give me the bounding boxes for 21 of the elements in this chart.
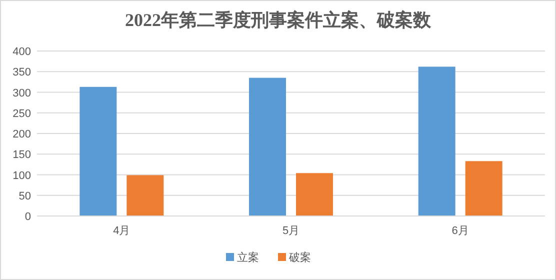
chart-title: 2022年第二季度刑事案件立案、破案数 — [125, 10, 432, 30]
y-tick-label: 400 — [12, 46, 31, 58]
y-tick-label: 100 — [12, 170, 31, 182]
y-tick-label: 50 — [18, 190, 31, 202]
y-tick-label: 350 — [12, 66, 31, 79]
y-tick-label: 250 — [12, 108, 31, 120]
legend-label: 立案 — [237, 251, 259, 264]
x-tick-label: 6月 — [452, 225, 469, 237]
y-tick-label: 300 — [12, 87, 31, 100]
bar — [418, 66, 456, 216]
y-tick-label: 200 — [12, 128, 31, 140]
bar — [296, 173, 333, 216]
x-tick-label: 5月 — [282, 225, 300, 237]
x-tick-label: 4月 — [113, 225, 130, 237]
y-tick-label: 0 — [24, 211, 31, 223]
bar — [126, 175, 164, 216]
y-tick-label: 150 — [12, 149, 31, 162]
bar — [465, 161, 502, 216]
bar — [249, 78, 286, 216]
bar — [80, 86, 117, 216]
legend-label: 破案 — [288, 251, 311, 264]
